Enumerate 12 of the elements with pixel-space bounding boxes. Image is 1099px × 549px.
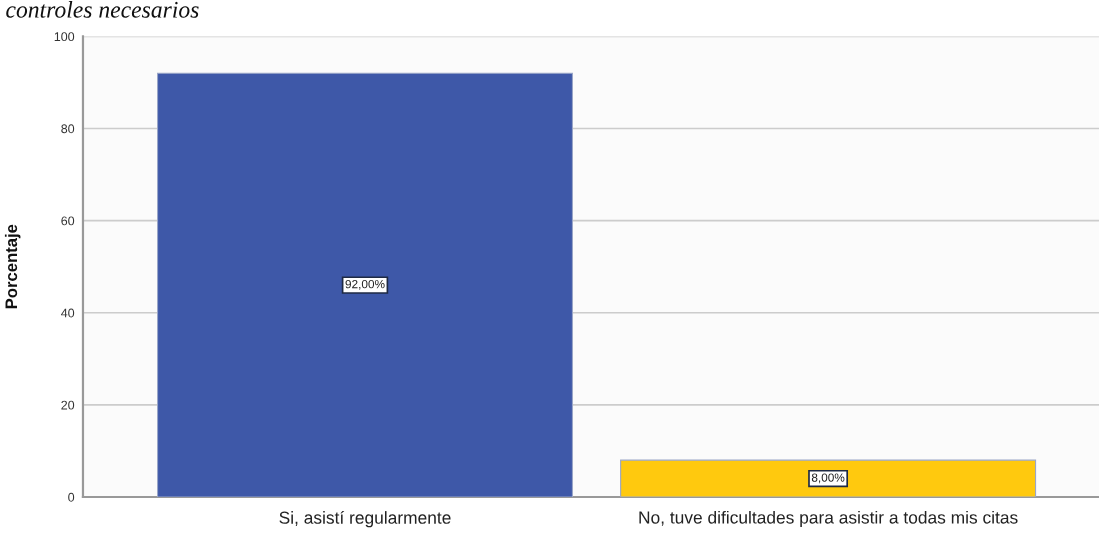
y-tick-label: 0	[68, 492, 75, 502]
chart-title: controles necesarios	[6, 1, 199, 18]
data-label: 8,00%	[811, 473, 845, 484]
y-tick-label: 80	[61, 124, 75, 134]
y-tick-label: 60	[61, 216, 75, 226]
y-axis-title: Porcentaje	[4, 224, 21, 309]
x-tick-label: No, tuve dificultades para asistir a todas mis citas	[639, 510, 1018, 528]
y-tick-label: 100	[54, 32, 75, 42]
x-tick-label: Si, asistí regularmente	[279, 510, 451, 528]
data-label: 92,00%	[345, 279, 385, 290]
y-tick-label: 40	[61, 308, 75, 318]
y-tick-label: 20	[61, 400, 75, 410]
